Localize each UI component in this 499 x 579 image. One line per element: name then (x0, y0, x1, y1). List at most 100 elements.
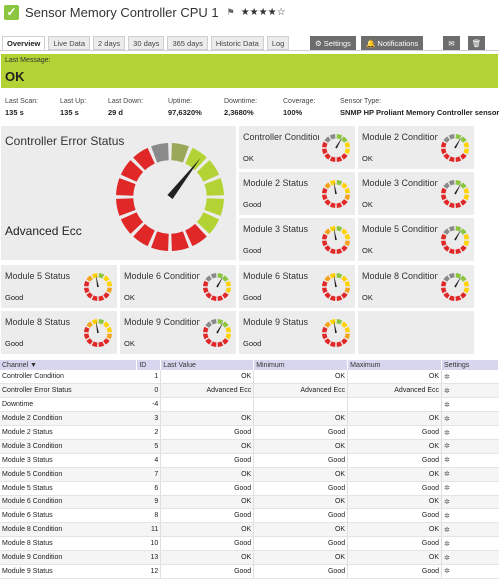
column-header[interactable]: Channel ▼ (0, 360, 138, 370)
table-row[interactable]: Module 6 Condition 9 OK OK OK ✲ (0, 495, 499, 510)
gear-icon[interactable]: ✲ (444, 540, 450, 548)
channel-name[interactable]: Module 5 Status (0, 481, 137, 496)
gauge-segment (322, 148, 328, 155)
channel-id: 1 (136, 370, 161, 385)
gauge-segment (441, 287, 447, 294)
channel-name[interactable]: Module 6 Condition (0, 495, 137, 510)
gauge-segment (341, 228, 348, 235)
gauge-tile[interactable]: Module 2 Condition OK (358, 126, 474, 169)
gear-icon[interactable]: ✲ (444, 401, 450, 409)
gear-icon[interactable]: ✲ (444, 554, 450, 562)
gauge-tile[interactable]: Module 5 Condition OK (358, 218, 474, 261)
gauge-segment (203, 287, 209, 294)
gear-icon[interactable]: ✲ (444, 415, 450, 423)
gauge-segment (106, 287, 112, 294)
table-row[interactable]: Controller Condition 1 OK OK OK ✲ (0, 370, 499, 385)
gear-icon[interactable]: ✲ (444, 568, 450, 576)
gear-icon[interactable]: ✲ (444, 498, 450, 506)
column-header[interactable]: Minimum (253, 360, 349, 370)
gauge-tile[interactable]: Module 3 Condition OK (358, 172, 474, 215)
table-row[interactable]: Downtime -4 ✲ (0, 397, 499, 413)
table-row[interactable]: Module 9 Status 12 Good Good Good ✲ (0, 564, 499, 579)
table-row[interactable]: Module 2 Status 2 Good Good Good ✲ (0, 425, 499, 440)
channel-name[interactable]: Module 3 Condition (0, 439, 137, 454)
gauge-segment (448, 273, 455, 279)
channel-name[interactable]: Module 8 Condition (0, 522, 137, 538)
column-header[interactable]: Maximum (347, 360, 443, 370)
channel-id: 5 (136, 439, 161, 454)
gauge-segment (443, 199, 450, 206)
channel-name[interactable]: Controller Error Status (0, 383, 137, 399)
column-header[interactable]: Settings (441, 360, 499, 370)
tab-2-days[interactable]: 2 days (93, 36, 126, 50)
gauge-tile[interactable]: Module 9 Condition OK (120, 311, 236, 354)
table-row[interactable]: Module 9 Condition 13 OK OK OK ✲ (0, 550, 499, 565)
table-row[interactable]: Module 2 Condition 3 OK OK OK ✲ (0, 411, 499, 427)
gear-icon[interactable]: ✲ (444, 526, 450, 534)
table-row[interactable]: Module 3 Condition 5 OK OK OK ✲ (0, 439, 499, 454)
priority-stars[interactable]: ★★★★☆ (240, 6, 286, 18)
channel-name[interactable]: Downtime (0, 397, 137, 413)
gear-icon[interactable]: ✲ (444, 443, 450, 451)
gauge-tile[interactable]: Module 3 Status Good (239, 218, 355, 261)
gauge-tile[interactable]: Module 8 Status Good (1, 311, 117, 354)
column-header[interactable]: Last Value (160, 360, 255, 370)
gauge-title: Module 6 Condition (124, 271, 200, 281)
channel-name[interactable]: Module 3 Status (0, 453, 137, 468)
tab-live-data[interactable]: Live Data (48, 36, 91, 50)
flag-icon[interactable]: ⚑ (226, 6, 235, 17)
tab-365-days[interactable]: 365 days (167, 36, 208, 50)
gear-icon[interactable]: ✲ (444, 485, 450, 493)
gauge-segment (98, 319, 105, 325)
gauge-segment (463, 194, 469, 201)
gauge-segment (98, 295, 105, 301)
table-row[interactable]: Module 8 Condition 11 OK OK OK ✲ (0, 522, 499, 538)
tab-log[interactable]: Log (266, 36, 290, 50)
channel-name[interactable]: Module 9 Status (0, 564, 137, 579)
table-row[interactable]: Module 8 Status 10 Good Good Good ✲ (0, 536, 499, 552)
tab-overview[interactable]: Overview (2, 36, 46, 50)
delete-icon[interactable]: 🗑 (468, 36, 485, 50)
gear-icon[interactable]: ✲ (444, 387, 450, 395)
gear-icon[interactable]: ✲ (444, 373, 450, 381)
table-row[interactable]: Module 5 Condition 7 OK OK OK ✲ (0, 467, 499, 482)
gauge-tile[interactable]: Module 9 Status Good (239, 311, 355, 354)
gauge-segment (460, 245, 467, 252)
gear-icon[interactable]: ✲ (444, 457, 450, 465)
gear-icon[interactable]: ✲ (444, 471, 450, 479)
gauge-tile[interactable]: Module 5 Status Good (1, 265, 117, 308)
gauge-tile[interactable]: Module 8 Condition OK (358, 265, 474, 308)
gauge-segment (341, 245, 348, 252)
big-gauge-tile[interactable]: Controller Error Status Advanced Ecc (1, 126, 236, 260)
channel-name[interactable]: Module 2 Status (0, 425, 137, 440)
gear-icon[interactable]: ✲ (444, 429, 450, 437)
table-row[interactable]: Module 5 Status 6 Good Good Good ✲ (0, 481, 499, 496)
channel-name[interactable]: Module 9 Condition (0, 550, 137, 565)
comment-icon[interactable]: ✉ (443, 36, 460, 50)
channel-name[interactable]: Controller Condition (0, 370, 137, 385)
channel-name[interactable]: Module 8 Status (0, 536, 137, 552)
channel-name[interactable]: Module 5 Condition (0, 467, 137, 482)
settings-button[interactable]: ⚙ Settings (310, 36, 356, 50)
gauge-segment (210, 273, 217, 279)
gauge-segment (203, 326, 209, 333)
channel-name[interactable]: Module 6 Status (0, 508, 137, 524)
table-row[interactable]: Module 6 Status 8 Good Good Good ✲ (0, 508, 499, 524)
gauge-tile[interactable]: Module 2 Status Good (239, 172, 355, 215)
gauge-segment (86, 321, 93, 328)
gauge-tile[interactable]: Controller Condition OK (239, 126, 355, 169)
notifications-button[interactable]: 🔔 Notifications (361, 36, 424, 50)
channel-name[interactable]: Module 2 Condition (0, 411, 137, 427)
gauge-segment (329, 156, 336, 162)
table-row[interactable]: Module 3 Status 4 Good Good Good ✲ (0, 453, 499, 468)
column-header[interactable]: ID (136, 360, 162, 370)
tab-30-days[interactable]: 30 days (128, 36, 165, 50)
table-row[interactable]: Controller Error Status 0 Advanced Ecc Adva… (0, 383, 499, 399)
gear-icon[interactable]: ✲ (444, 512, 450, 520)
tab-historic-data[interactable]: Historic Data (210, 36, 264, 50)
gauge-segment (463, 287, 469, 294)
gauge-tile[interactable]: Module 6 Condition OK (120, 265, 236, 308)
channel-id: 10 (136, 536, 161, 552)
gauge-segment (463, 233, 469, 240)
gauge-tile[interactable]: Module 6 Status Good (239, 265, 355, 308)
